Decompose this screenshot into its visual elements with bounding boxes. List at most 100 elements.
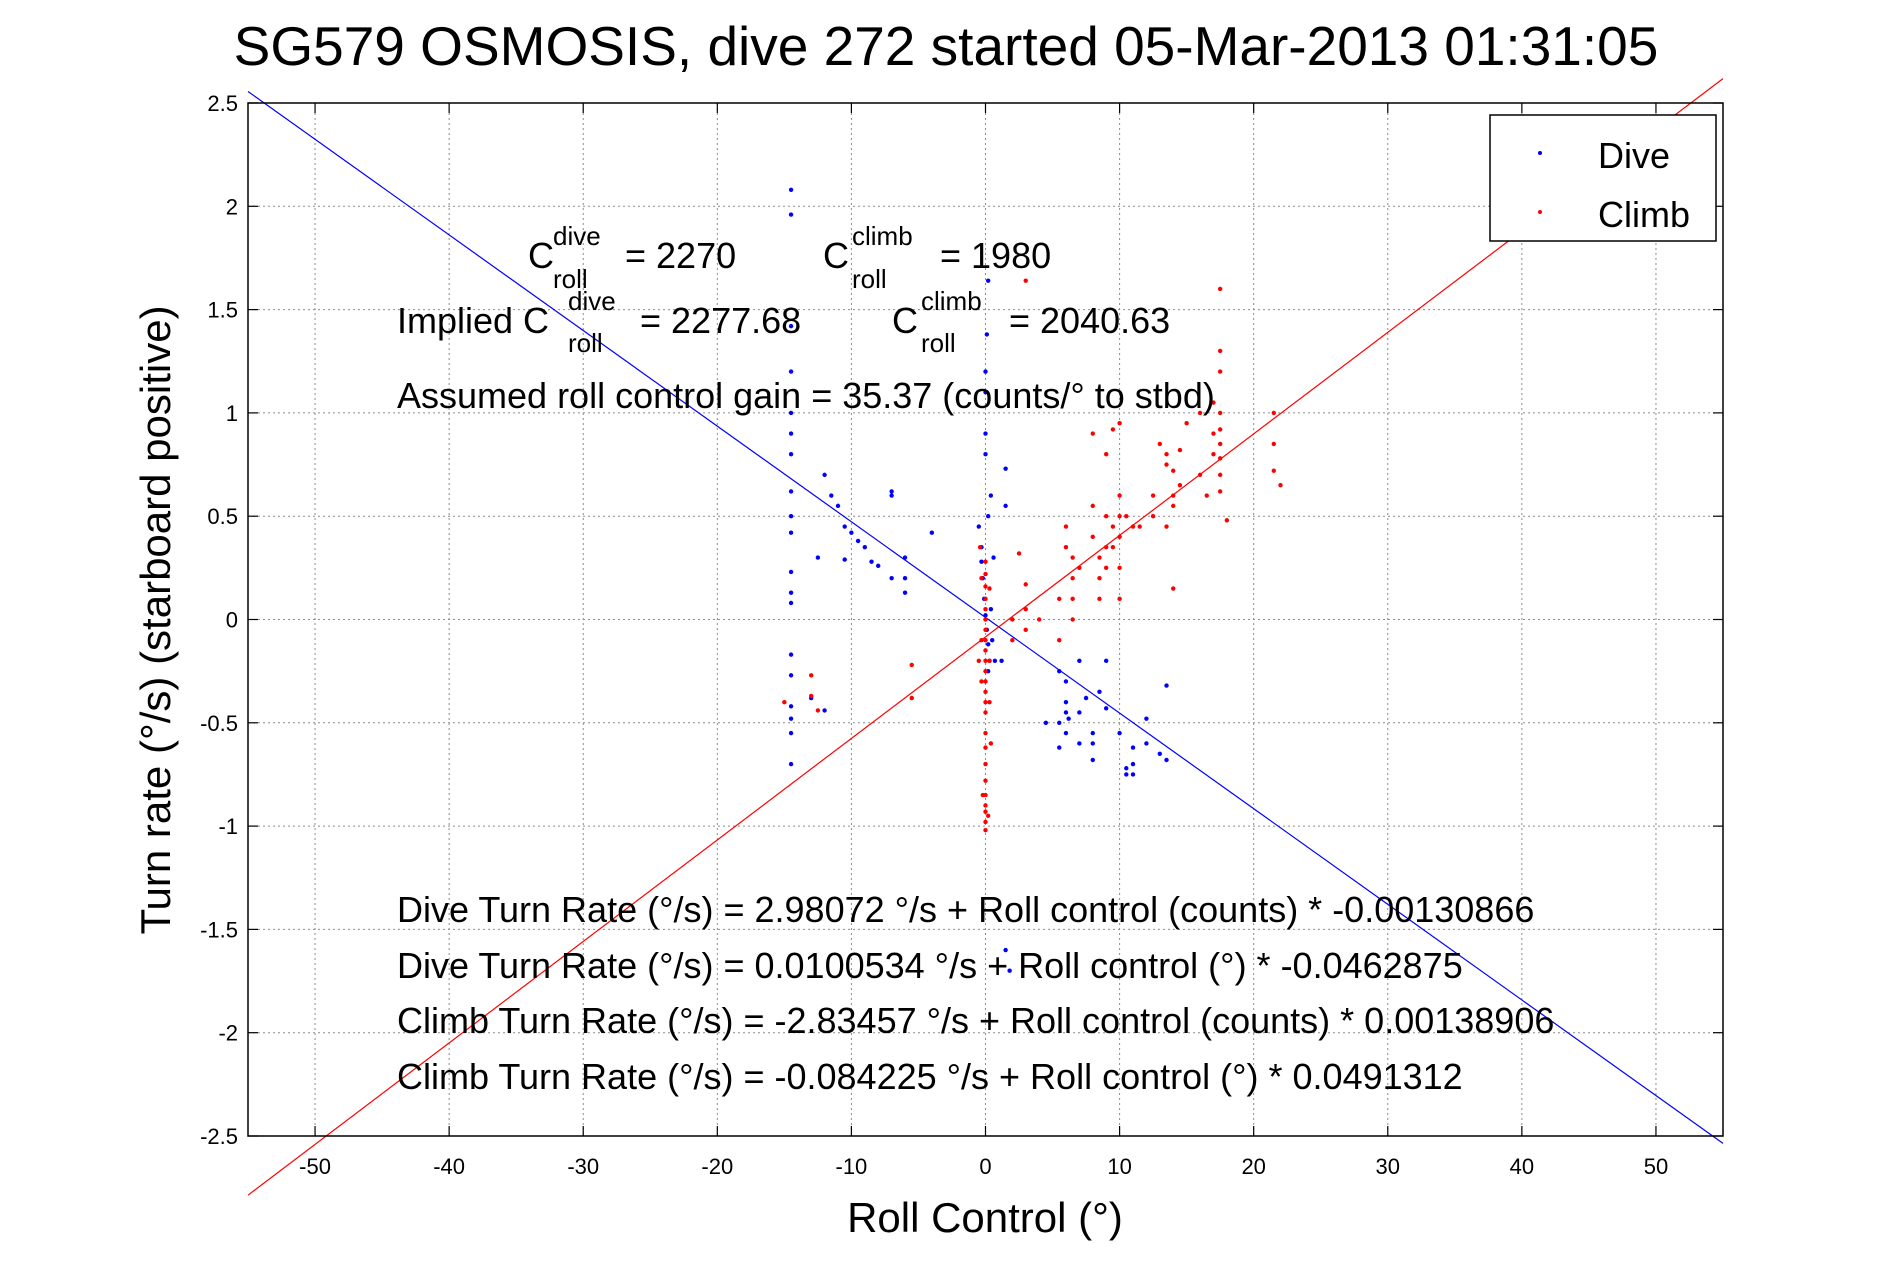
data-point-dive [983,369,988,374]
climb-equation-counts: Climb Turn Rate (°/s) = -2.83457 °/s + R… [397,1000,1554,1041]
data-point-dive [869,559,874,564]
x-tick-label: -10 [836,1154,868,1179]
data-point-dive [1144,741,1149,746]
data-point-climb [983,637,988,643]
x-tick-label: -30 [567,1154,599,1179]
data-point-climb [1016,551,1022,556]
data-point-climb [1070,596,1075,602]
data-point-dive [815,555,821,560]
data-point-dive [1063,679,1069,684]
data-point-dive [1097,689,1102,695]
data-point-dive [788,530,794,535]
data-point-climb [983,809,988,814]
data-point-climb [1137,524,1142,529]
x-tick-label: 20 [1241,1154,1265,1179]
data-point-climb [808,673,814,678]
data-point-climb [983,819,988,825]
data-point-climb [1057,637,1062,643]
data-point-climb [1164,524,1169,529]
c-roll-climb-sub: roll [852,264,887,294]
c-roll-climb: C climb roll = 1980 [823,221,1051,294]
data-point-dive [1130,745,1136,750]
c-roll-dive: C dive roll = 2270 [528,221,736,294]
implied-climb-base: C [892,300,918,341]
data-point-dive [985,278,991,283]
data-point-dive [1043,720,1049,725]
data-point-dive [983,452,988,457]
data-point-climb [1023,606,1028,612]
data-point-climb [815,708,821,713]
data-point-dive [1063,699,1069,705]
data-point-climb [1063,544,1069,550]
data-point-climb [1150,514,1156,519]
data-point-climb [1217,456,1223,461]
data-point-climb [983,745,988,750]
data-point-climb [983,730,988,736]
data-point-climb [1217,489,1223,494]
x-tick-label: 10 [1107,1154,1131,1179]
data-point-climb [1171,586,1176,591]
implied-climb-sub: roll [921,328,956,358]
data-point-climb [1171,493,1176,498]
data-point-climb [1164,462,1169,467]
data-point-dive [979,559,984,564]
y-tick-label: 2.5 [207,91,238,116]
data-point-dive [1063,730,1069,736]
data-point-dive [788,369,794,374]
c-roll-dive-sup: dive [553,221,601,251]
data-point-dive [1144,716,1149,721]
data-point-dive [902,590,908,595]
data-point-dive [983,390,988,395]
data-point-dive [1130,761,1136,767]
implied-climb-value: = 2040.63 [1009,300,1170,341]
data-point-climb [1271,441,1276,447]
x-tick-label: 30 [1376,1154,1400,1179]
data-point-dive [1057,668,1062,674]
c-roll-dive-sub: roll [553,264,588,294]
data-point-climb [1070,617,1075,622]
y-tick-label: 0.5 [207,504,238,529]
data-point-dive [985,642,991,647]
data-point-dive [822,472,827,478]
data-point-climb [1090,431,1095,436]
data-point-climb [1211,431,1216,436]
data-point-climb [976,658,981,664]
data-point-climb [1103,452,1109,457]
data-point-climb [1150,493,1156,498]
data-point-climb [983,710,988,715]
implied-prefix: Implied C [397,300,549,341]
data-point-climb [1097,596,1102,602]
data-point-climb [1023,582,1028,587]
data-point-climb [1117,565,1122,571]
data-point-climb [1197,410,1203,416]
data-point-dive [988,606,994,612]
data-point-climb [983,699,988,705]
data-point-climb [1184,421,1189,426]
data-point-climb [1157,441,1163,447]
data-point-dive [788,452,794,457]
implied-dive-sup: dive [568,286,616,316]
data-point-climb [1057,596,1062,602]
data-point-climb [1023,278,1028,283]
data-point-dive [983,613,988,618]
data-point-dive [1117,730,1122,736]
data-point-dive [1130,772,1136,777]
data-point-dive [788,187,794,192]
data-point-climb [1110,524,1116,529]
data-point-climb [1010,637,1015,643]
data-point-climb [983,668,988,674]
data-point-dive [992,658,998,664]
data-point-dive [788,730,794,736]
data-point-dive [1164,757,1169,763]
data-points [782,187,1283,973]
data-point-climb [909,662,914,668]
x-tick-label: 0 [979,1154,991,1179]
data-point-climb [1023,627,1028,633]
data-point-climb [983,828,988,833]
data-point-climb [1197,472,1203,478]
data-point-dive [1083,695,1089,701]
data-point-dive [988,493,994,498]
legend-label-climb: Climb [1598,194,1690,235]
x-tick-label: -50 [299,1154,331,1179]
data-point-dive [788,652,794,657]
